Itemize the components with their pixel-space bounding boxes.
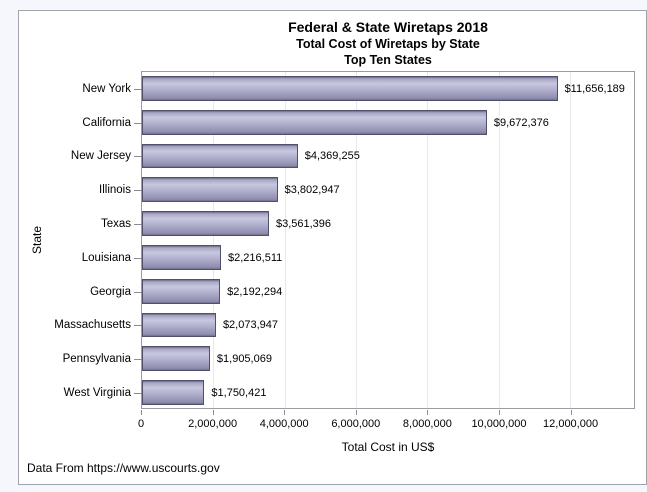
x-tick-label: 12,000,000 [543,418,599,430]
bar [142,346,210,372]
x-tick-label: 6,000,000 [331,418,381,430]
chart-subtitle-1: Total Cost of Wiretaps by State [296,37,480,51]
bar-value-label: $3,561,396 [275,218,332,231]
x-axis-title: Total Cost in US$ [341,440,435,454]
bar-value-label: $9,672,376 [493,116,549,129]
bar-row: New Jersey $4,369,255 [71,140,634,174]
bar-row: Louisiana $2,216,511 [82,241,634,275]
gridline [427,72,429,408]
x-tick-mark [498,410,500,415]
y-tick-mark [134,190,142,192]
x-tick-mark [570,410,572,415]
y-axis-title: State [30,225,44,255]
bar-row: Massachusetts $2,073,947 [54,309,634,343]
gridline [213,72,215,408]
x-tick-label: 0 [137,418,145,430]
chart-subtitle-2: Top Ten States [344,53,432,67]
bar [142,177,278,203]
y-tick-mark [134,156,142,158]
y-tick-mark [134,257,142,259]
gridline [569,72,571,408]
gridline [355,72,357,408]
bar-row: Pennsylvania $1,905,069 [63,342,634,376]
gridline [498,72,500,408]
y-axis-label: New Jersey [70,150,131,163]
x-tick-label: 10,000,000 [471,418,527,430]
y-tick-mark [134,122,142,124]
x-tick-mark [284,410,286,415]
bar-value-label: $2,192,294 [227,285,283,298]
plot-area: New York $11,656,189 California $9,672,376 N… [54,71,635,410]
chart-title: Federal & State Wiretaps 2018 [288,19,488,35]
x-axis: 0 2,000,000 4,000,000 6,000,000 8,000,000 10,… [137,410,635,442]
y-tick-mark [134,325,142,327]
data-source-footnote: Data From https://www.uscourts.gov [27,461,220,475]
bar-row: Georgia $2,192,294 [90,275,634,309]
y-axis-label: Louisiana [81,251,131,264]
bar-value-label: $2,216,511 [228,251,283,264]
y-axis-label: California [82,116,131,129]
y-tick-mark [134,224,142,226]
bar-row: Texas $3,561,396 [101,207,634,241]
x-tick-label: 4,000,000 [259,418,309,430]
bar-value-label: $1,905,069 [216,353,272,366]
x-tick-mark [212,410,214,415]
gridline [284,72,286,408]
y-tick-mark [134,393,142,395]
x-tick-mark [355,410,357,415]
y-axis-label: Massachusetts [54,319,131,332]
bar [142,143,298,169]
y-tick-mark [134,291,142,293]
y-tick-mark [134,359,142,361]
bar [142,278,221,304]
y-axis-label: New York [82,82,131,95]
bar-row: California $9,672,376 [82,106,634,140]
bar [142,312,216,338]
x-tick-mark [427,410,429,415]
bar-value-label: $2,073,947 [222,319,278,332]
x-tick-label: 2,000,000 [188,418,238,430]
y-tick-mark [134,88,142,90]
bar [142,211,269,236]
y-axis-label: West Virginia [63,387,131,400]
bar-row: New York $11,656,189 [82,72,634,106]
chart-titles: Federal & State Wiretaps 2018 Total Cost… [141,18,635,68]
bar-value-label: $11,656,189 [564,82,625,95]
bar-row: West Virginia $1,750,421 [64,376,634,410]
bar [142,380,205,405]
x-tick-mark [141,410,142,415]
bar-value-label: $1,750,421 [211,387,267,400]
y-axis-label: Texas [100,218,131,231]
bar [142,109,487,135]
bar [142,245,222,270]
bar-row: Illinois $3,802,947 [99,173,634,207]
y-axis-label: Illinois [99,184,131,197]
bar [142,76,558,101]
bar-value-label: $4,369,255 [304,150,360,163]
x-tick-label: 8,000,000 [402,418,452,430]
y-axis-label: Georgia [90,285,131,298]
chart-panel: Federal & State Wiretaps 2018 Total Cost… [18,10,647,485]
bar-value-label: $3,802,947 [284,184,340,197]
y-axis-label: Pennsylvania [62,353,131,366]
